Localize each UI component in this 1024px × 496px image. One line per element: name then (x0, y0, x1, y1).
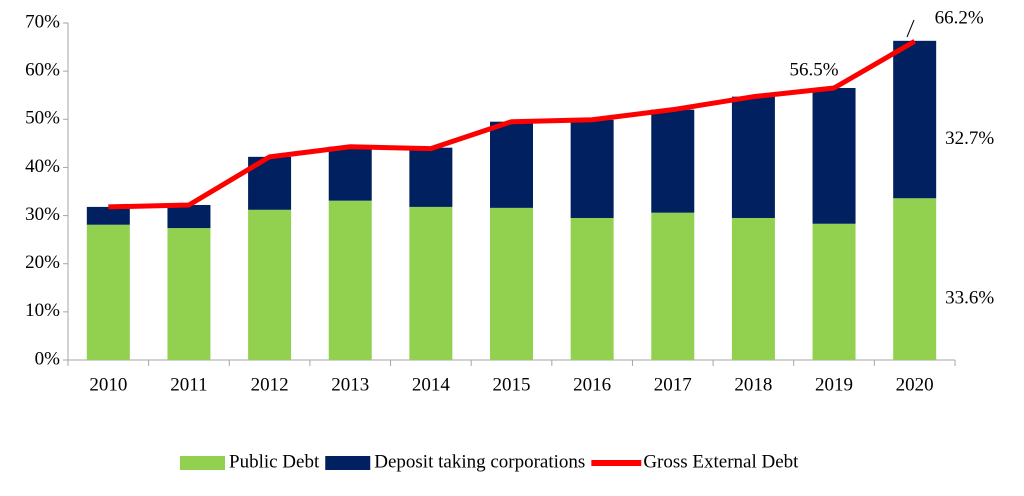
value-label: 56.5% (790, 59, 839, 80)
legend-label: Deposit taking corporations (374, 451, 585, 472)
bar (490, 121, 533, 208)
bar (651, 109, 695, 213)
x-tick-label: 2010 (89, 374, 127, 395)
bar (409, 206, 453, 360)
x-tick-label: 2012 (251, 374, 289, 395)
bar (812, 223, 856, 360)
y-tick-label: 60% (25, 60, 60, 81)
legend-swatch (325, 456, 371, 470)
bar (409, 147, 453, 207)
x-tick-label: 2011 (170, 374, 207, 395)
bar (812, 87, 856, 224)
legend-swatch (180, 456, 225, 470)
bar (248, 209, 292, 360)
bar (328, 146, 372, 201)
y-tick-label: 50% (25, 108, 60, 129)
bar (490, 207, 533, 360)
x-tick-label: 2019 (815, 374, 853, 395)
value-label: 32.7% (945, 128, 994, 149)
bar (731, 96, 775, 218)
y-tick-label: 0% (35, 348, 61, 369)
bar (328, 200, 372, 360)
y-tick-label: 30% (25, 204, 60, 225)
leader-line (906, 19, 915, 38)
legend-label: Gross External Debt (643, 451, 799, 472)
x-tick-label: 2015 (493, 374, 531, 395)
bar (651, 212, 695, 360)
bar (731, 217, 775, 360)
x-tick-label: 2020 (896, 374, 934, 395)
x-tick-label: 2016 (573, 374, 611, 395)
value-label: 33.6% (945, 287, 994, 308)
y-tick-label: 10% (25, 300, 60, 321)
y-tick-label: 20% (25, 252, 60, 273)
legend-label: Public Debt (229, 451, 320, 472)
bar (570, 119, 614, 218)
x-tick-label: 2013 (331, 374, 369, 395)
x-tick-label: 2014 (412, 374, 451, 395)
y-tick-label: 70% (25, 11, 60, 32)
x-tick-label: 2018 (734, 374, 772, 395)
bar (570, 217, 614, 360)
bar (86, 224, 130, 360)
line (108, 39, 916, 210)
bar (167, 204, 211, 229)
bar (167, 228, 211, 360)
bar (893, 40, 937, 199)
bar (893, 198, 937, 360)
y-tick-label: 40% (25, 156, 60, 177)
x-tick-label: 2017 (654, 374, 692, 395)
bar (86, 206, 130, 225)
value-label: 66.2% (935, 8, 984, 29)
